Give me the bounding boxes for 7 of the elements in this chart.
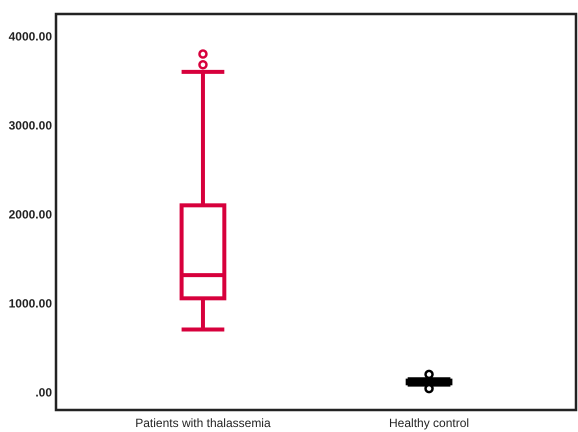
y-tick-label: 4000.00 <box>8 29 52 44</box>
y-tick-label: 3000.00 <box>8 118 52 132</box>
x-tick-label: Patients with thalassemia <box>135 416 271 430</box>
x-tick-label: Healthy control <box>389 416 470 430</box>
y-tick-label: .00 <box>35 385 52 400</box>
y-tick-label: 1000.00 <box>8 296 52 310</box>
y-tick-label: 2000.00 <box>8 207 52 222</box>
